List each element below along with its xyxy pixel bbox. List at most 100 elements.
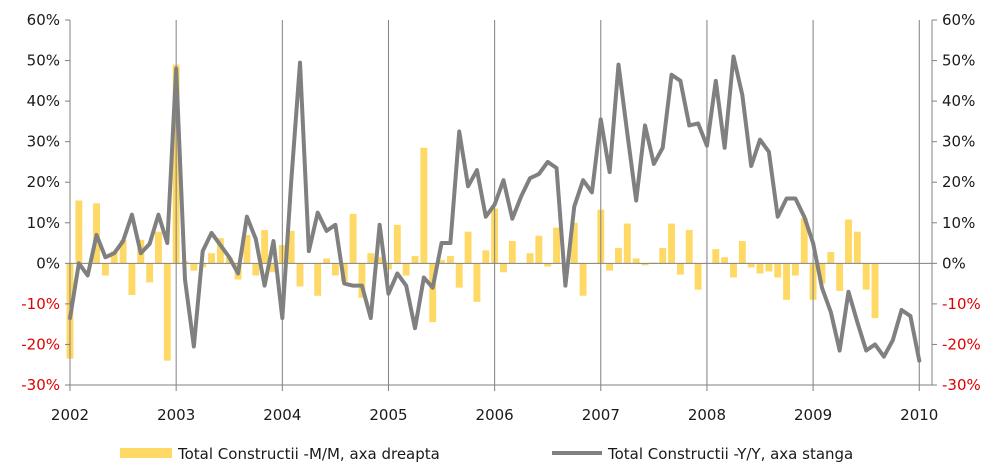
bar-mm [323, 258, 330, 264]
legend-swatch-mm [120, 448, 172, 458]
bar-mm [208, 253, 215, 264]
bar-mm [393, 224, 401, 264]
x-tick-label: 2010 [900, 406, 938, 424]
left-tick-label: -20% [21, 335, 60, 353]
bar-mm [216, 238, 224, 264]
bar-mm [482, 250, 490, 264]
bar-mm [818, 263, 826, 284]
bar-mm [402, 263, 410, 276]
bar-mm [146, 263, 154, 283]
left-tick-label: 0% [36, 254, 60, 272]
bar-mm [738, 241, 746, 264]
bar-mm [438, 260, 445, 264]
bar-mm [694, 263, 702, 290]
bar-mm [526, 253, 534, 264]
bar-mm [270, 263, 277, 273]
bar-mm [314, 263, 322, 296]
bar-mm [623, 223, 631, 264]
bar-mm [252, 263, 260, 276]
bar-mm [632, 258, 640, 264]
axes-layer [65, 19, 937, 391]
bar-mm [659, 247, 667, 264]
bar-mm [429, 263, 437, 323]
legend-label-yy: Total Constructii -Y/Y, axa stanga [607, 445, 853, 463]
bar-mm [668, 223, 676, 264]
bar-mm [261, 230, 269, 264]
right-tick-label: -30% [942, 376, 981, 394]
legend: Total Constructii -M/M, axa dreapta Total… [120, 445, 853, 463]
right-tick-label: 40% [942, 92, 975, 110]
bar-mm [446, 256, 454, 264]
bar-mm [747, 263, 755, 268]
x-tick-label: 2007 [582, 406, 620, 424]
bar-mm [615, 247, 622, 264]
right-tick-label: 60% [942, 11, 975, 29]
bar-mm [791, 263, 799, 276]
legend-label-mm: Total Constructii -M/M, axa dreapta [177, 445, 440, 463]
bar-mm [376, 257, 384, 264]
bar-mm [331, 263, 339, 276]
left-tick-label: 60% [27, 11, 60, 29]
bar-mm [765, 263, 773, 272]
bar-mm [296, 263, 304, 287]
bar-mm [473, 263, 481, 302]
bar-mm [420, 147, 428, 264]
bar-mm [349, 213, 357, 264]
bar-mm [783, 263, 791, 300]
bar-mm [110, 251, 118, 264]
bar-mm [871, 263, 879, 319]
bar-mm [676, 263, 684, 275]
x-tick-label: 2009 [794, 406, 832, 424]
bar-mm [464, 231, 472, 264]
bar-mm [800, 217, 808, 264]
bar-mm [570, 222, 578, 264]
right-tick-label: 50% [942, 52, 975, 70]
bar-mm [500, 263, 507, 273]
bar-mm [712, 249, 720, 264]
left-tick-label: 40% [27, 92, 60, 110]
bar-mm [535, 235, 543, 264]
x-tick-label: 2005 [369, 406, 407, 424]
bar-mm [774, 263, 782, 278]
right-tick-label: -10% [942, 295, 981, 313]
bar-mm [853, 231, 861, 264]
bar-mm [756, 263, 764, 274]
bar-mm [243, 234, 251, 264]
bar-mm [287, 230, 295, 264]
bar-mm [508, 241, 516, 264]
bar-mm [119, 239, 127, 264]
right-tick-label: 0% [942, 254, 966, 272]
right-tick-label: 20% [942, 173, 975, 191]
bar-mm [553, 227, 561, 264]
bar-mm [579, 263, 587, 296]
bar-mm [862, 263, 870, 290]
x-tick-label: 2004 [263, 406, 301, 424]
x-tick-label: 2006 [476, 406, 514, 424]
left-tick-label: 30% [27, 133, 60, 151]
bar-mm [836, 263, 844, 291]
left-tick-label: -30% [21, 376, 60, 394]
left-tick-label: -10% [21, 295, 60, 313]
left-tick-label: 50% [27, 52, 60, 70]
bar-mm [641, 263, 649, 266]
right-tick-label: -20% [942, 335, 981, 353]
bar-mm [721, 257, 729, 264]
bar-mm [101, 263, 109, 276]
right-tick-label: 30% [942, 133, 975, 151]
bar-mm [163, 263, 171, 361]
bar-mm [544, 263, 552, 267]
x-tick-label: 2008 [688, 406, 726, 424]
left-tick-label: 10% [27, 214, 60, 232]
bar-mm [411, 256, 419, 264]
left-tick-label: 20% [27, 173, 60, 191]
bar-mm [606, 263, 614, 271]
bar-mm [190, 263, 198, 271]
bar-mm [845, 219, 852, 264]
bar-mm [75, 200, 83, 264]
bar-mm [455, 263, 463, 288]
ticks-layer: 60% 50% 40% 30% 20% 10% 0% -10% -20% -30% 60% 50% 40… [21, 11, 981, 424]
x-tick-label: 2002 [51, 406, 89, 424]
bar-mm [730, 263, 737, 278]
bar-mm [367, 253, 375, 264]
